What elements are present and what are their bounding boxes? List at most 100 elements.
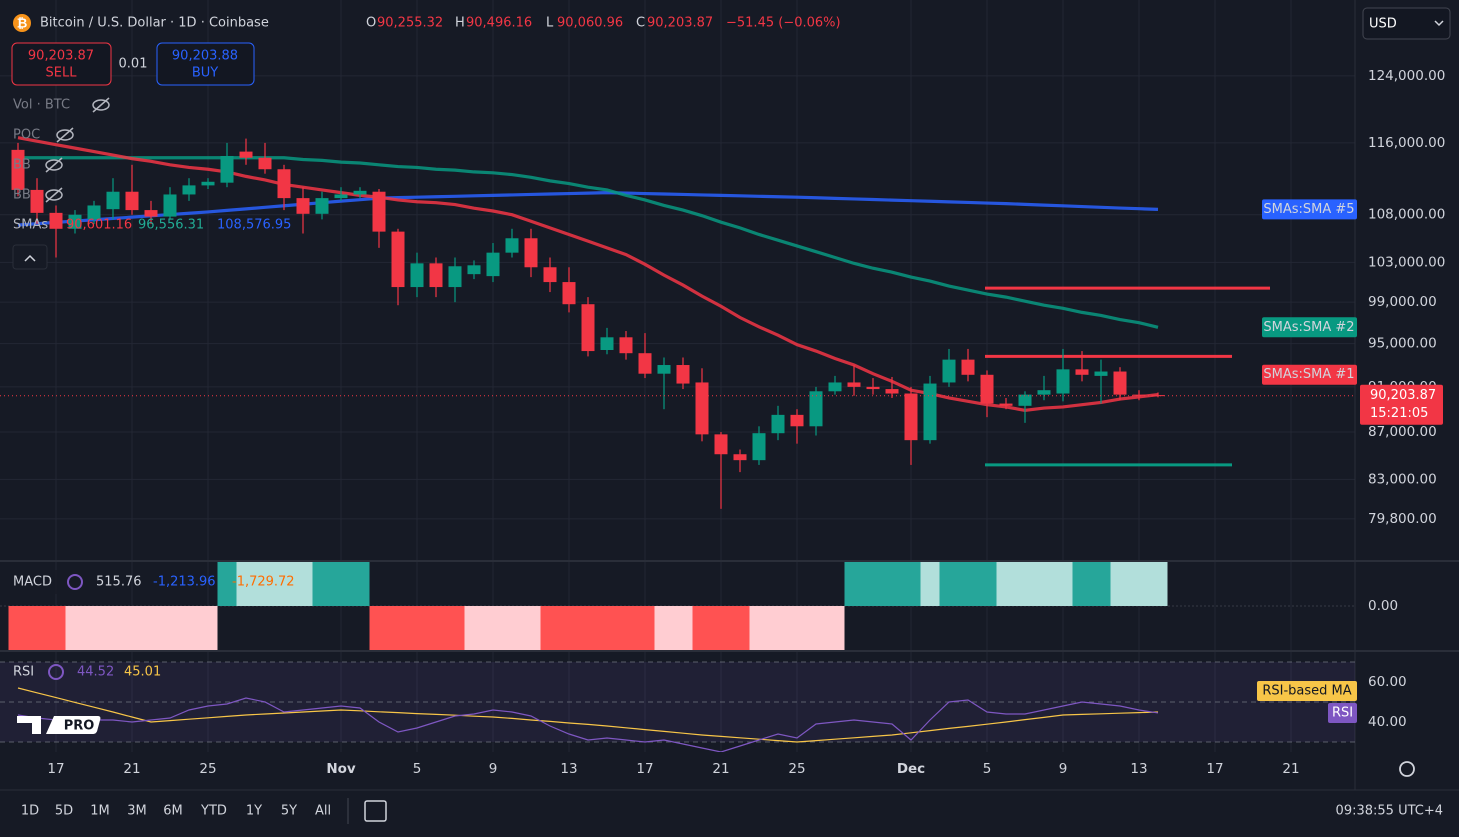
candle-body	[524, 238, 538, 268]
x-tick-label: 21	[712, 761, 729, 777]
range-button[interactable]: All	[315, 804, 331, 819]
y-tick-label: 40.00	[1368, 714, 1407, 730]
hidden-icon[interactable]	[45, 189, 63, 201]
x-tick-label: 25	[788, 761, 805, 777]
sma-tag	[1262, 317, 1357, 338]
y-tick-label: 95,000.00	[1368, 336, 1437, 352]
range-button[interactable]: 3M	[127, 804, 147, 819]
sell-label: SELL	[46, 66, 78, 81]
ohlc-value: 90,255.32	[377, 16, 443, 31]
indicator-name: Vol · BTC	[13, 98, 70, 113]
spread: 0.01	[119, 57, 148, 72]
candle-body	[467, 265, 481, 275]
macd-bar	[8, 606, 28, 650]
y-tick-label: 0.00	[1368, 598, 1398, 614]
range-button[interactable]: 1M	[90, 804, 110, 819]
candle-body	[68, 214, 82, 229]
macd-bar	[1072, 562, 1092, 606]
btc-symbol: ₿	[17, 17, 28, 32]
sma-tag	[1262, 199, 1357, 220]
chart-title: Bitcoin / U.S. Dollar · 1D · Coinbase	[40, 16, 269, 31]
macd-bar	[673, 606, 693, 650]
x-tick-label: 9	[489, 761, 498, 777]
candle-body	[581, 304, 595, 352]
ohlc-key: C	[636, 16, 645, 31]
buy-button[interactable]	[156, 42, 255, 86]
macd-bar	[46, 606, 66, 650]
range-button[interactable]: 1Y	[246, 804, 262, 819]
macd-bar	[388, 606, 408, 650]
sell-button[interactable]	[11, 42, 112, 86]
hidden-slash	[56, 127, 74, 143]
y-tick-label: 116,000.00	[1368, 135, 1445, 151]
x-tick-label: 21	[123, 761, 140, 777]
macd-bar	[540, 606, 560, 650]
hidden-icon[interactable]	[92, 99, 110, 111]
hidden-slash	[92, 97, 110, 113]
settings-icon[interactable]	[48, 664, 64, 680]
buy-price: 90,203.88	[172, 49, 238, 64]
candle-body	[657, 365, 671, 374]
range-button[interactable]: YTD	[200, 804, 227, 819]
change: −51.45 (−0.06%)	[726, 16, 841, 31]
x-tick-label: 25	[199, 761, 216, 777]
candle-body	[1132, 394, 1146, 396]
hidden-icon[interactable]	[56, 129, 74, 141]
currency-select[interactable]	[1362, 7, 1451, 40]
sell-price: 90,203.87	[28, 49, 94, 64]
macd-bar	[958, 562, 978, 606]
candle-body	[638, 353, 652, 374]
macd-bar	[1015, 562, 1035, 606]
legend-bg	[5, 570, 60, 594]
hidden-slash	[45, 187, 63, 203]
candle-body	[11, 149, 25, 190]
x-tick-label: 13	[560, 761, 577, 777]
range-button[interactable]: 6M	[163, 804, 183, 819]
macd-bar	[312, 562, 332, 606]
candle-body	[600, 337, 614, 350]
candle-body	[163, 194, 177, 217]
rsi-value: 44.52	[77, 665, 114, 680]
y-tick-label: 124,000.00	[1368, 68, 1445, 84]
btc-icon	[13, 14, 31, 32]
macd-bar	[65, 606, 85, 650]
settings-gear[interactable]	[1399, 761, 1415, 777]
range-button[interactable]: 5Y	[281, 804, 297, 819]
ohlc-value: 90,203.87	[647, 16, 713, 31]
hidden-icon[interactable]	[45, 159, 63, 171]
macd-bar	[882, 562, 902, 606]
range-button[interactable]: 5D	[55, 804, 73, 819]
candle-body	[315, 198, 329, 214]
range-button[interactable]: 1D	[21, 804, 39, 819]
candle-body	[239, 151, 253, 158]
macd-bar	[711, 606, 731, 650]
rsi-tag	[1328, 702, 1357, 723]
buy-label: BUY	[192, 66, 218, 81]
candle-body	[353, 190, 367, 195]
candle-body	[1037, 390, 1051, 395]
candle-body	[923, 383, 937, 441]
sma-line	[17, 136, 1159, 412]
price-tag-value: 90,203.87	[1370, 388, 1436, 403]
sma-line	[18, 156, 1159, 329]
macd-bar	[616, 606, 636, 650]
macd-bar	[635, 606, 655, 650]
macd-bar	[578, 606, 598, 650]
candle-body	[809, 391, 823, 427]
macd-value: 515.76	[96, 575, 142, 590]
macd-bar	[407, 606, 427, 650]
settings-icon[interactable]	[67, 574, 83, 590]
macd-bar	[559, 606, 579, 650]
macd-bar	[236, 562, 256, 606]
candle-body	[543, 267, 557, 283]
macd-bar	[939, 562, 959, 606]
logo-badge-text: PRO	[64, 719, 95, 734]
macd-bar	[103, 606, 123, 650]
candle-body	[1018, 394, 1032, 406]
candle-body	[714, 434, 728, 455]
goto-date[interactable]	[364, 800, 387, 822]
candle-body	[904, 393, 918, 441]
rsi-tag-label: RSI	[1332, 705, 1353, 720]
y-tick-label: 103,000.00	[1368, 254, 1445, 270]
